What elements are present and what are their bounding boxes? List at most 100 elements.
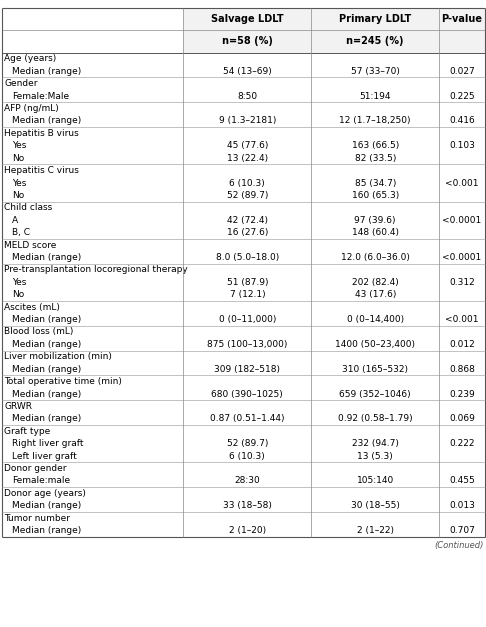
Text: 0.416: 0.416	[449, 117, 475, 125]
Text: 232 (94.7): 232 (94.7)	[352, 440, 399, 448]
Text: 85 (34.7): 85 (34.7)	[355, 179, 396, 187]
Text: Median (range): Median (range)	[12, 365, 81, 374]
Text: MELD score: MELD score	[4, 241, 57, 250]
Text: 42 (72.4): 42 (72.4)	[227, 216, 268, 224]
Text: 0.027: 0.027	[449, 67, 475, 76]
Text: 0.455: 0.455	[449, 477, 475, 485]
Text: AFP (ng/mL): AFP (ng/mL)	[4, 104, 59, 113]
Text: Female:male: Female:male	[12, 477, 70, 485]
Text: <0.0001: <0.0001	[442, 253, 482, 262]
Text: P-value: P-value	[442, 14, 483, 24]
Text: 0.868: 0.868	[449, 365, 475, 374]
Text: 6 (10.3): 6 (10.3)	[229, 179, 265, 187]
Text: Total operative time (min): Total operative time (min)	[4, 377, 122, 386]
Bar	[312, 30, 439, 53]
Text: 0.707: 0.707	[449, 526, 475, 535]
Text: 43 (17.6): 43 (17.6)	[355, 290, 396, 299]
Text: Median (range): Median (range)	[12, 117, 81, 125]
Text: 0.069: 0.069	[449, 414, 475, 423]
Text: 202 (82.4): 202 (82.4)	[352, 278, 399, 287]
Text: 2 (1–22): 2 (1–22)	[357, 526, 394, 535]
Text: 875 (100–13,000): 875 (100–13,000)	[207, 340, 288, 349]
Text: 0.92 (0.58–1.79): 0.92 (0.58–1.79)	[338, 414, 413, 423]
Text: No: No	[12, 154, 24, 162]
Text: 13 (5.3): 13 (5.3)	[357, 451, 393, 461]
Text: 6 (10.3): 6 (10.3)	[229, 451, 265, 461]
Text: 659 (352–1046): 659 (352–1046)	[339, 389, 411, 399]
Text: 0.239: 0.239	[449, 389, 475, 399]
Text: 16 (27.6): 16 (27.6)	[226, 228, 268, 237]
Text: Female:Male: Female:Male	[12, 92, 69, 100]
Text: 12.0 (6.0–36.0): 12.0 (6.0–36.0)	[341, 253, 410, 262]
Text: 0 (0–11,000): 0 (0–11,000)	[219, 315, 276, 324]
Text: n=245 (%): n=245 (%)	[347, 36, 404, 46]
Text: A: A	[12, 216, 18, 224]
Text: Ascites (mL): Ascites (mL)	[4, 303, 60, 312]
Text: GRWR: GRWR	[4, 402, 33, 411]
Text: Median (range): Median (range)	[12, 315, 81, 324]
Text: Yes: Yes	[12, 278, 27, 287]
Text: Median (range): Median (range)	[12, 414, 81, 423]
Text: 28:30: 28:30	[234, 477, 260, 485]
Text: 54 (13–69): 54 (13–69)	[223, 67, 272, 76]
Text: Median (range): Median (range)	[12, 502, 81, 510]
Text: 0.222: 0.222	[450, 440, 475, 448]
Text: 97 (39.6): 97 (39.6)	[354, 216, 396, 224]
Text: 0.103: 0.103	[449, 141, 475, 150]
Text: 33 (18–58): 33 (18–58)	[223, 502, 272, 510]
Text: 51:194: 51:194	[360, 92, 391, 100]
Text: 680 (390–1025): 680 (390–1025)	[211, 389, 283, 399]
Text: Child class: Child class	[4, 203, 52, 213]
Text: Gender: Gender	[4, 79, 38, 88]
Text: 9 (1.3–2181): 9 (1.3–2181)	[219, 117, 276, 125]
Text: 0.312: 0.312	[449, 278, 475, 287]
Text: 52 (89.7): 52 (89.7)	[226, 191, 268, 200]
Text: Hepatitis C virus: Hepatitis C virus	[4, 166, 79, 175]
Text: Salvage LDLT: Salvage LDLT	[211, 14, 284, 24]
Text: 163 (66.5): 163 (66.5)	[351, 141, 399, 150]
Bar	[312, 8, 439, 30]
Text: <0.001: <0.001	[445, 315, 479, 324]
Text: Median (range): Median (range)	[12, 67, 81, 76]
Text: 51 (87.9): 51 (87.9)	[226, 278, 268, 287]
Text: 0.013: 0.013	[449, 502, 475, 510]
Text: Left liver graft: Left liver graft	[12, 451, 77, 461]
Bar	[183, 8, 312, 30]
Text: Yes: Yes	[12, 179, 27, 187]
Text: 0 (0–14,400): 0 (0–14,400)	[347, 315, 404, 324]
Text: <0.001: <0.001	[445, 179, 479, 187]
Text: Graft type: Graft type	[4, 427, 51, 436]
Text: Right liver graft: Right liver graft	[12, 440, 84, 448]
Text: 148 (60.4): 148 (60.4)	[352, 228, 399, 237]
Text: Median (range): Median (range)	[12, 340, 81, 349]
Text: 0.225: 0.225	[449, 92, 475, 100]
Text: Pre-transplantation locoregional therapy: Pre-transplantation locoregional therapy	[4, 265, 188, 275]
Text: Hepatitis B virus: Hepatitis B virus	[4, 129, 79, 138]
Text: 1400 (50–23,400): 1400 (50–23,400)	[335, 340, 415, 349]
Text: <0.0001: <0.0001	[442, 216, 482, 224]
Text: 160 (65.3): 160 (65.3)	[351, 191, 399, 200]
Text: 13 (22.4): 13 (22.4)	[227, 154, 268, 162]
Bar	[439, 30, 485, 53]
Bar	[183, 30, 312, 53]
Text: No: No	[12, 191, 24, 200]
Text: (Continued): (Continued)	[434, 540, 484, 550]
Text: 2 (1–20): 2 (1–20)	[229, 526, 266, 535]
Text: 7 (12.1): 7 (12.1)	[229, 290, 265, 299]
Text: n=58 (%): n=58 (%)	[222, 36, 273, 46]
Text: 82 (33.5): 82 (33.5)	[355, 154, 396, 162]
Text: 105:140: 105:140	[357, 477, 394, 485]
Text: Liver mobilization (min): Liver mobilization (min)	[4, 352, 112, 361]
Text: Donor age (years): Donor age (years)	[4, 489, 86, 498]
Text: Tumor number: Tumor number	[4, 514, 70, 523]
Text: 310 (165–532): 310 (165–532)	[342, 365, 408, 374]
Text: 52 (89.7): 52 (89.7)	[226, 440, 268, 448]
Text: B, C: B, C	[12, 228, 30, 237]
Text: Median (range): Median (range)	[12, 253, 81, 262]
Text: Median (range): Median (range)	[12, 389, 81, 399]
Text: 45 (77.6): 45 (77.6)	[226, 141, 268, 150]
Text: Primary LDLT: Primary LDLT	[339, 14, 411, 24]
Text: 8:50: 8:50	[237, 92, 258, 100]
Text: 0.012: 0.012	[449, 340, 475, 349]
Text: 12 (1.7–18,250): 12 (1.7–18,250)	[340, 117, 411, 125]
